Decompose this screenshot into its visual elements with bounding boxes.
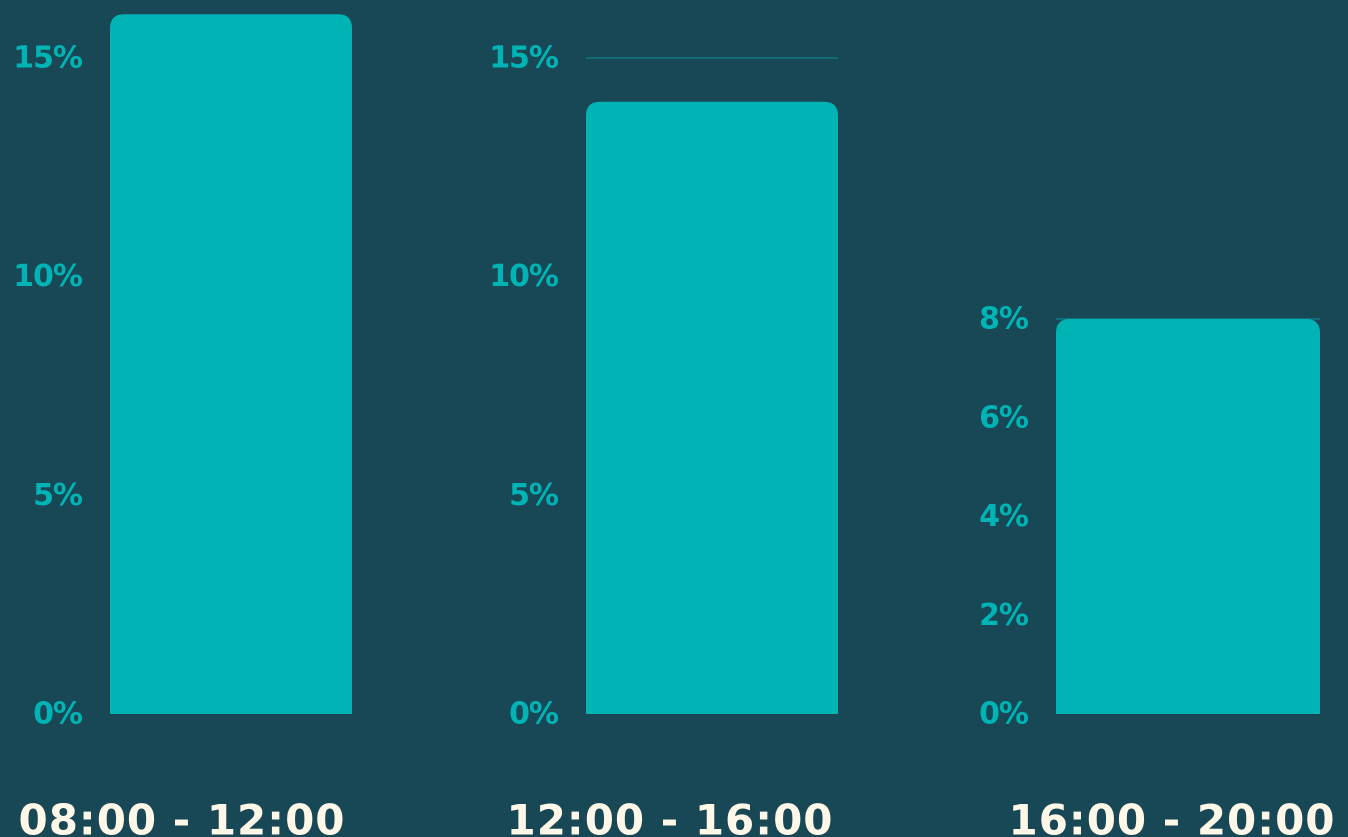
bar-08-00-12-00 — [110, 14, 352, 715]
bar-12-00-16-00 — [586, 101, 838, 714]
chart-panel-1: 0% 5% 10% 15% 08:00 - 12:00 — [13, 14, 352, 837]
y-tick-label: 4% — [979, 499, 1029, 534]
bar-16-00-20-00 — [1056, 319, 1320, 714]
chart-panel-2: 0% 5% 10% 15% 12:00 - 16:00 — [489, 41, 838, 837]
y-tick-label: 0% — [33, 697, 83, 732]
category-label: 16:00 - 20:00 — [1008, 796, 1335, 837]
y-tick-label: 10% — [13, 259, 83, 294]
y-tick-label: 2% — [979, 598, 1029, 633]
y-tick-label: 5% — [33, 478, 83, 513]
y-tick-label: 0% — [509, 697, 559, 732]
y-tick-label: 5% — [509, 478, 559, 513]
chart-panel-3: 0% 2% 4% 6% 8% 16:00 - 20:00 — [979, 302, 1335, 837]
y-tick-label: 0% — [979, 697, 1029, 732]
y-tick-label: 15% — [13, 41, 83, 76]
y-tick-label: 8% — [979, 302, 1029, 337]
y-tick-label: 10% — [489, 259, 559, 294]
y-tick-label: 6% — [979, 400, 1029, 435]
y-tick-label: 15% — [489, 41, 559, 76]
category-label: 08:00 - 12:00 — [18, 796, 345, 837]
category-label: 12:00 - 16:00 — [506, 796, 833, 837]
